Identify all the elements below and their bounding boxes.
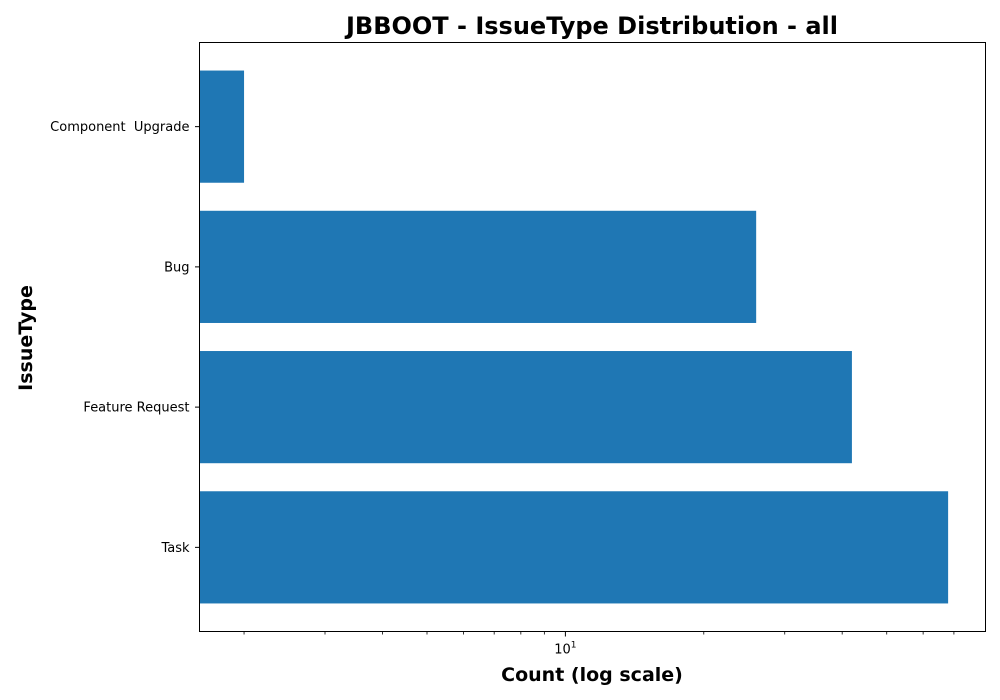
bar-2 [199, 351, 852, 464]
y-tick-label-2: Feature Request [83, 401, 189, 416]
x-ticks-group: 101 [243, 631, 955, 658]
bar-0 [199, 70, 245, 183]
y-axis-label: IssueType [15, 285, 37, 391]
y-tick-label-0: Component Upgrade [50, 120, 189, 135]
bars-group [199, 70, 949, 604]
bar-3 [199, 491, 949, 604]
y-ticks-group: Component Upgrade Bug Feature Request Task [50, 120, 200, 556]
chart-title: JBBOOT - IssueType Distribution - all [344, 12, 838, 40]
y-tick-label-1: Bug [164, 260, 189, 275]
x-axis-label: Count (log scale) [501, 664, 683, 686]
bar-1 [199, 210, 757, 323]
plot-frame [199, 42, 986, 632]
y-tick-label-3: Task [160, 541, 190, 556]
x-tick-label-0: 101 [554, 641, 576, 658]
